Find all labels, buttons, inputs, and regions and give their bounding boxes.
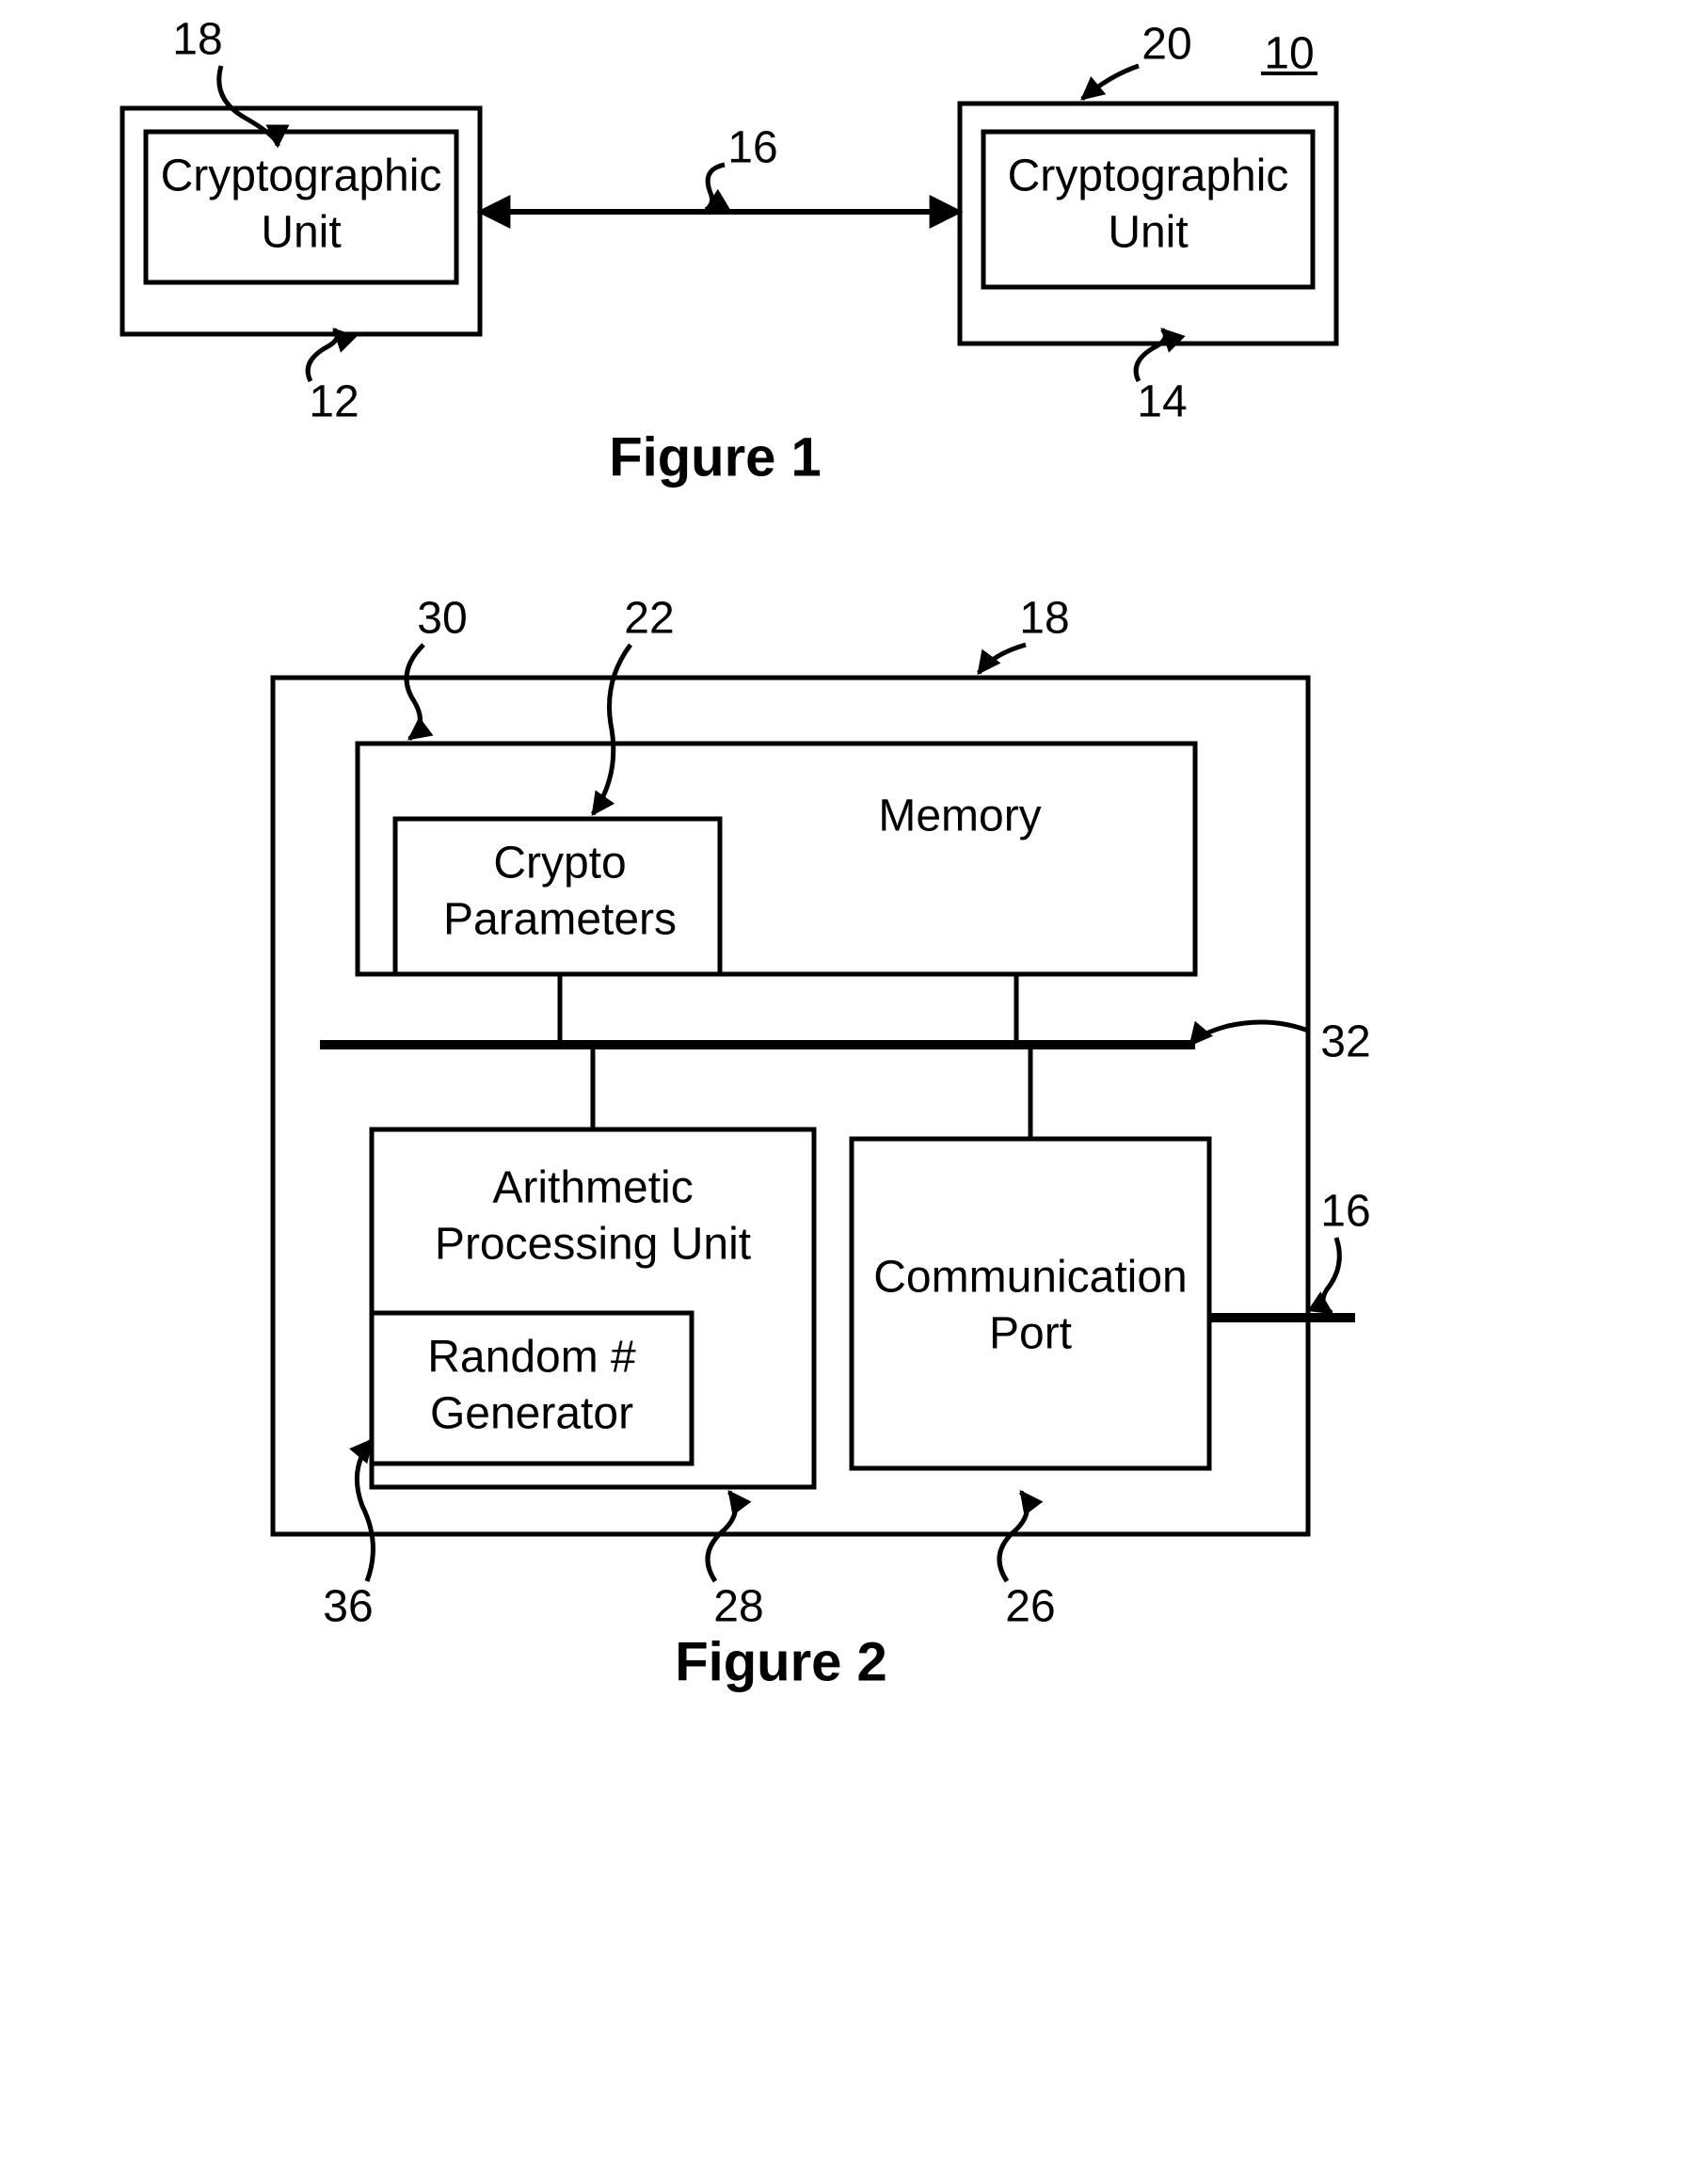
fig2-port-label-1: Communication	[873, 1253, 1187, 1303]
fig2-ref-26: 26	[1005, 1582, 1055, 1632]
fig1-leader-16	[706, 165, 725, 210]
fig2-leader-16	[1323, 1238, 1339, 1313]
fig1-leader-12	[308, 329, 337, 381]
fig1-right-label-1: Cryptographic	[1008, 152, 1289, 201]
fig1-leader-20	[1082, 66, 1139, 99]
fig2-title: Figure 2	[675, 1631, 887, 1692]
fig1-ref-16: 16	[727, 123, 777, 173]
fig2-ref-16: 16	[1320, 1187, 1370, 1237]
fig2-apu-label-2: Processing Unit	[435, 1220, 751, 1270]
fig2-outer	[273, 678, 1308, 1534]
fig2-leader-18	[979, 645, 1026, 673]
fig2-params-label-2: Parameters	[443, 895, 677, 945]
fig2-memory-label: Memory	[878, 792, 1041, 841]
fig1-left-label-2: Unit	[261, 208, 341, 258]
fig2-port	[852, 1139, 1209, 1468]
fig2-rng-label-1: Random #	[427, 1333, 636, 1383]
fig2-ref-32: 32	[1320, 1017, 1370, 1067]
fig2-port-label-2: Port	[989, 1309, 1072, 1359]
fig1-ref-12: 12	[309, 377, 359, 427]
fig1-ref-18: 18	[172, 15, 222, 65]
fig2-ref-28: 28	[713, 1582, 763, 1632]
fig1-ref-14: 14	[1137, 377, 1187, 427]
fig1-ref-20: 20	[1141, 20, 1191, 70]
fig1-title: Figure 1	[609, 426, 822, 488]
fig2-ref-36: 36	[323, 1582, 373, 1632]
fig1-leader-14	[1136, 329, 1165, 381]
fig2-ref-30: 30	[417, 594, 467, 644]
fig1-ref-10: 10	[1264, 29, 1314, 79]
fig2-apu-label-1: Arithmetic	[492, 1163, 693, 1213]
fig2-rng-label-2: Generator	[430, 1389, 633, 1439]
fig2-leader-32	[1190, 1022, 1308, 1045]
fig2-params-label-1: Crypto	[493, 839, 626, 888]
fig1-right-label-2: Unit	[1108, 208, 1188, 258]
fig2-leader-22	[593, 645, 631, 814]
fig2-leader-30	[407, 645, 423, 739]
fig1-left-label-1: Cryptographic	[161, 152, 442, 201]
fig2-ref-22: 22	[624, 594, 674, 644]
fig2-ref-18: 18	[1019, 594, 1069, 644]
